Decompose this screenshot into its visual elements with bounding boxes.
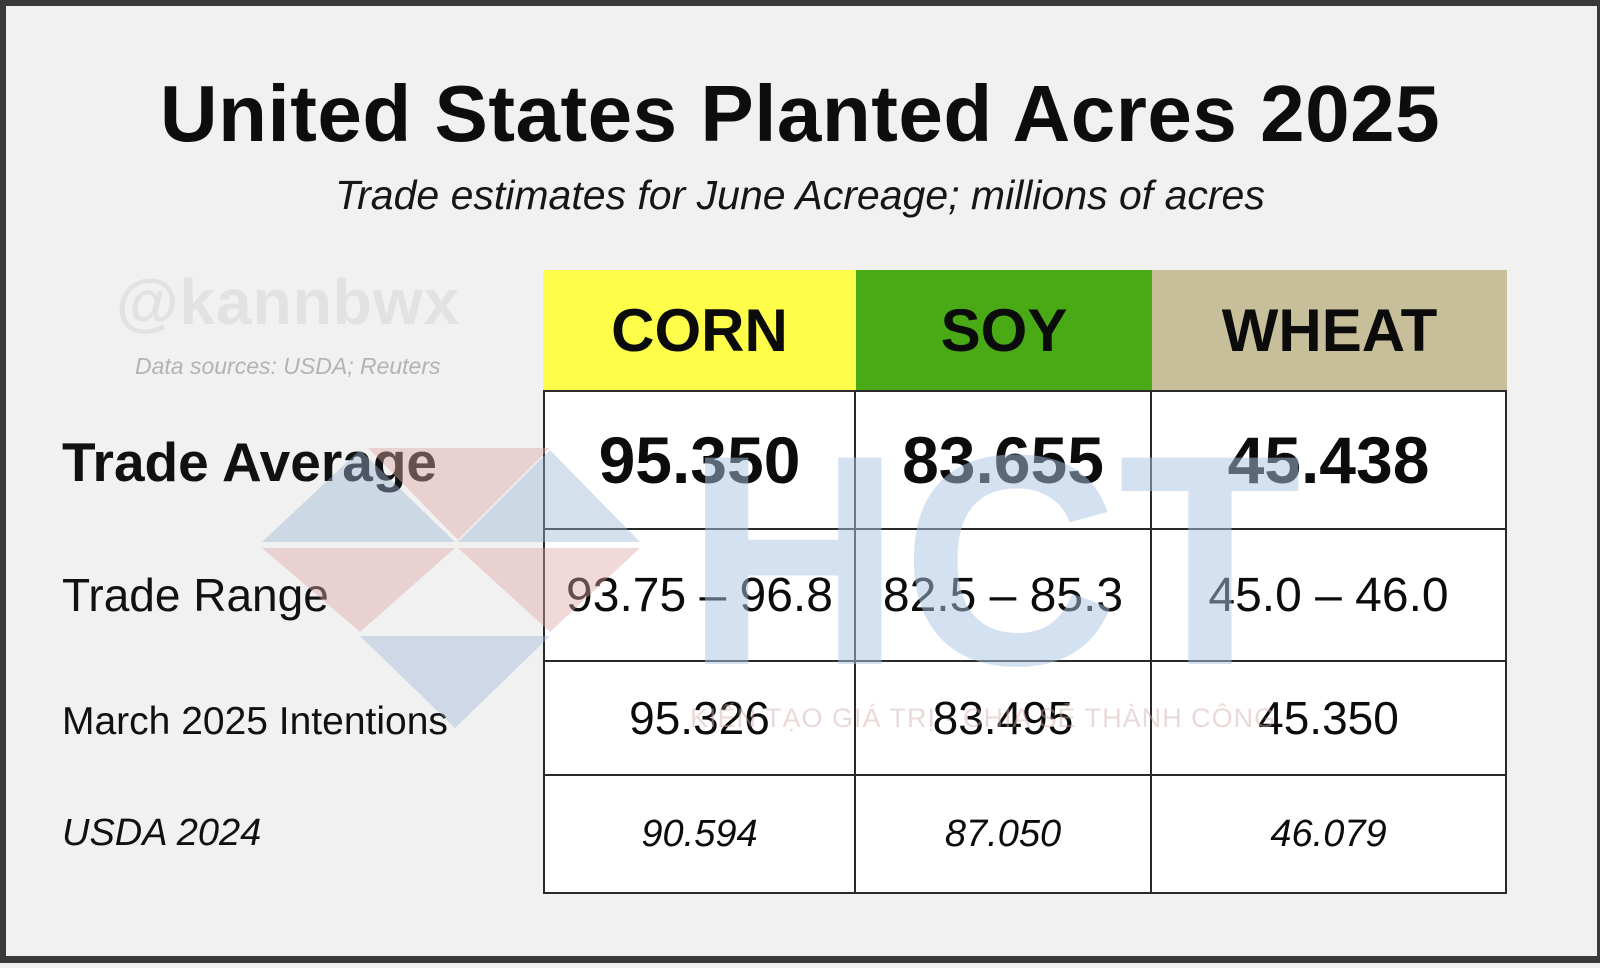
cell-soy-trade-average: 83.655 — [856, 390, 1152, 530]
chart-title: United States Planted Acres 2025 — [159, 69, 1441, 158]
row-label-trade-range: Trade Range — [62, 569, 329, 621]
cell-wheat-march-intentions: 45.350 — [1152, 662, 1507, 776]
cell-wheat-trade-average: 45.438 — [1152, 390, 1507, 530]
cell-corn-usda-2024: 90.594 — [543, 776, 856, 894]
cell-corn-trade-range: 93.75 – 96.8 — [543, 530, 856, 662]
row-label-trade-average: Trade Average — [62, 431, 438, 493]
cell-soy-trade-range: 82.5 – 85.3 — [856, 530, 1152, 662]
cell-corn-trade-average: 95.350 — [543, 390, 856, 530]
column-header-corn: CORN — [543, 270, 856, 390]
cell-wheat-usda-2024: 46.079 — [1152, 776, 1507, 894]
column-header-wheat: WHEAT — [1152, 270, 1507, 390]
author-handle: @kannbwx — [116, 266, 461, 338]
row-label-usda-2024: USDA 2024 — [62, 812, 262, 854]
cell-soy-usda-2024: 87.050 — [856, 776, 1152, 894]
row-label-march-intentions: March 2025 Intentions — [62, 700, 448, 743]
cell-wheat-trade-range: 45.0 – 46.0 — [1152, 530, 1507, 662]
column-header-soy: SOY — [856, 270, 1152, 390]
chart-subtitle: Trade estimates for June Acreage; millio… — [335, 172, 1265, 218]
cell-soy-march-intentions: 83.495 — [856, 662, 1152, 776]
data-sources: Data sources: USDA; Reuters — [135, 353, 441, 379]
cell-corn-march-intentions: 95.326 — [543, 662, 856, 776]
